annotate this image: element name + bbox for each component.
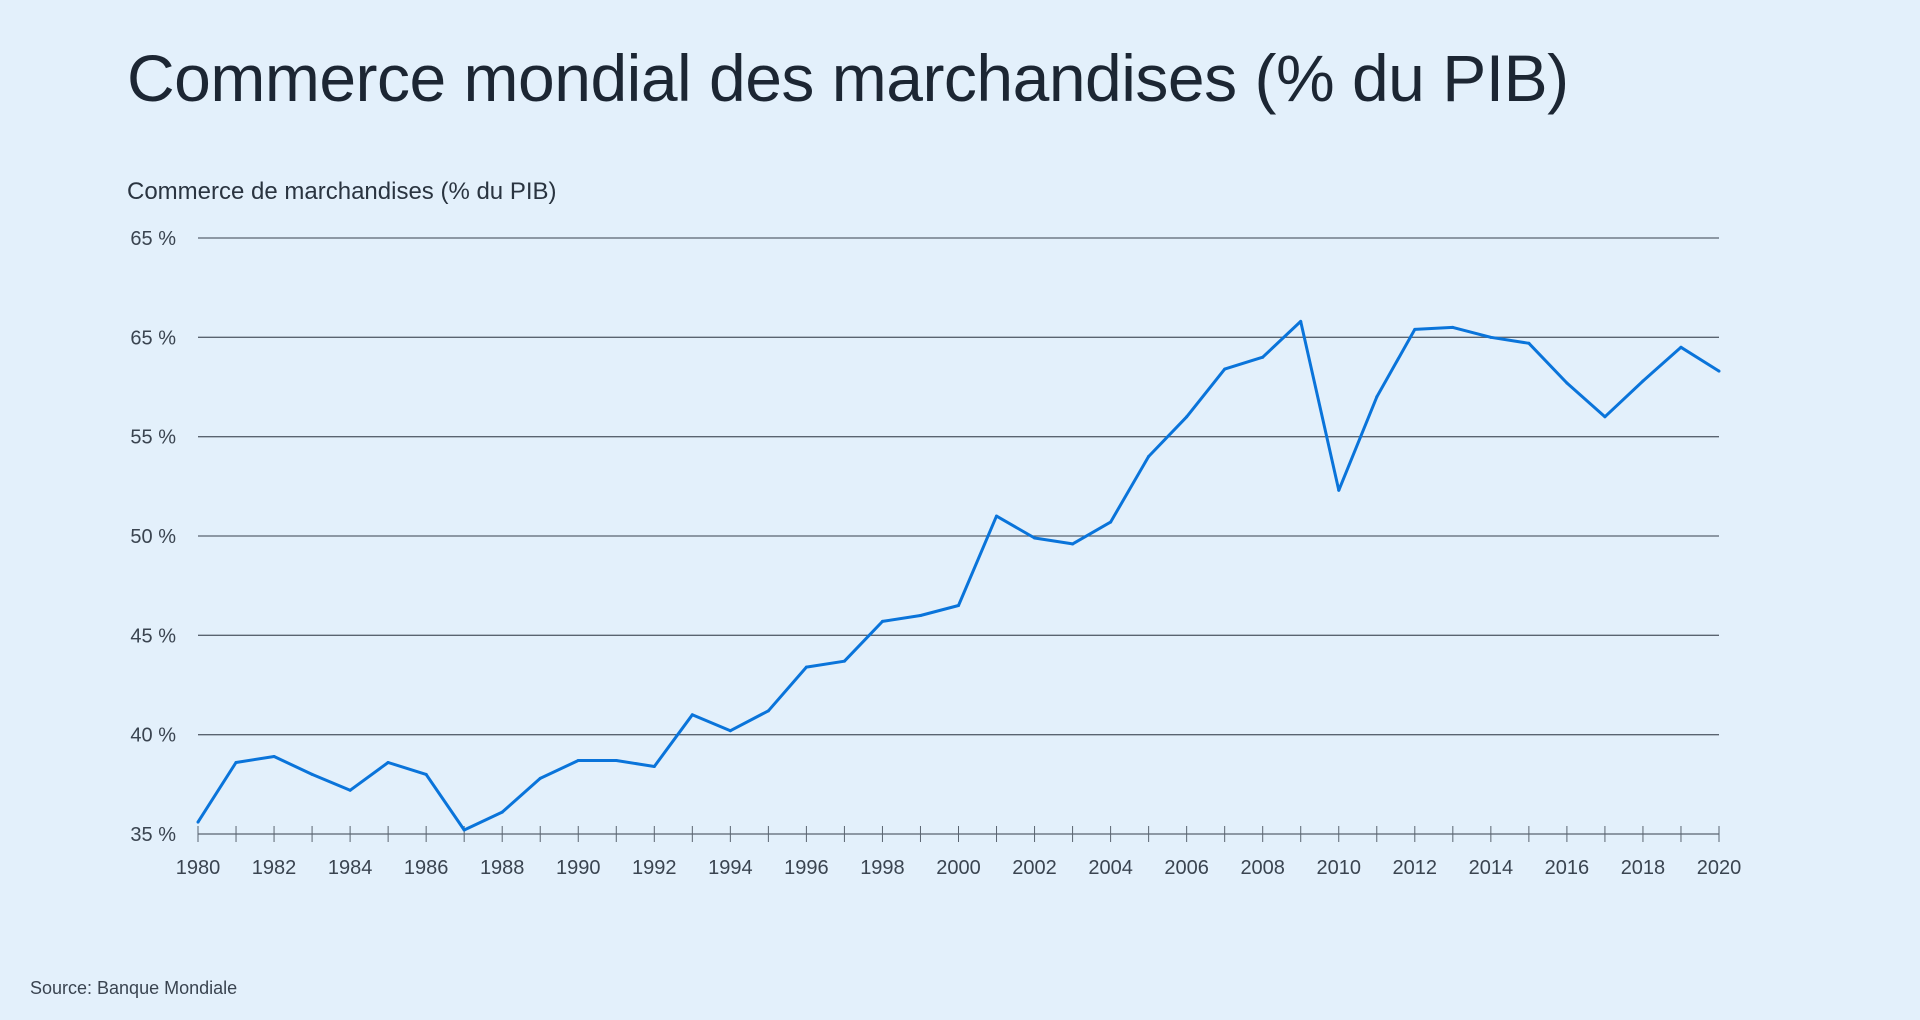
data-point	[1109, 520, 1113, 524]
x-tick-label: 2010	[1317, 857, 1362, 879]
data-point	[1147, 455, 1151, 459]
x-tick-label: 1990	[556, 857, 601, 879]
chart-title: Commerce mondial des marchandises (% du …	[127, 41, 1569, 115]
x-tick-label: 1996	[784, 857, 829, 879]
data-point	[842, 659, 846, 663]
x-tick-label: 2016	[1545, 857, 1590, 879]
y-tick-label: 55 %	[130, 427, 176, 449]
data-point	[234, 760, 238, 764]
data-point	[500, 810, 504, 814]
data-point	[1679, 345, 1683, 349]
data-point	[1185, 415, 1189, 419]
data-point	[1033, 536, 1037, 540]
data-point	[310, 772, 314, 776]
y-tick-label: 65 %	[130, 327, 176, 349]
x-tick-label: 2006	[1164, 857, 1209, 879]
data-point	[728, 729, 732, 733]
data-point	[1489, 335, 1493, 339]
data-point	[614, 758, 618, 762]
y-tick-label: 50 %	[130, 526, 176, 548]
y-tick-label: 45 %	[130, 625, 176, 647]
data-point	[918, 613, 922, 617]
data-point	[1527, 341, 1531, 345]
source-note: Source: Banque Mondiale	[30, 978, 238, 998]
series-line	[196, 319, 1720, 832]
y-tick-label: 35 %	[130, 824, 176, 846]
x-tick-label: 2000	[936, 857, 981, 879]
data-point	[272, 755, 276, 759]
data-point	[652, 764, 656, 768]
data-point	[348, 788, 352, 792]
data-point	[1413, 327, 1417, 331]
data-point	[1261, 355, 1265, 359]
x-tick-label: 2008	[1240, 857, 1285, 879]
data-point	[424, 772, 428, 776]
y-tick-label: 40 %	[130, 725, 176, 747]
data-point	[1565, 381, 1569, 385]
x-tick-label: 1992	[632, 857, 677, 879]
data-point	[1451, 325, 1455, 329]
data-point	[386, 760, 390, 764]
x-tick-label: 2004	[1088, 857, 1133, 879]
data-point	[1337, 488, 1341, 492]
x-tick-label: 2018	[1621, 857, 1666, 879]
data-point	[1717, 369, 1721, 373]
data-point	[766, 709, 770, 713]
data-point	[1603, 415, 1607, 419]
y-tick-label: 65 %	[130, 228, 176, 250]
x-tick-label: 2014	[1469, 857, 1514, 879]
x-tick-label: 1984	[328, 857, 373, 879]
data-point	[1641, 379, 1645, 383]
data-point	[462, 828, 466, 832]
x-tick-label: 1982	[252, 857, 297, 879]
x-tick-label: 2012	[1393, 857, 1438, 879]
data-point	[880, 619, 884, 623]
x-tick-label: 1980	[176, 857, 221, 879]
data-point	[1071, 542, 1075, 546]
x-tick-label: 1988	[480, 857, 525, 879]
data-point	[804, 665, 808, 669]
data-point	[995, 514, 999, 518]
x-tick-label: 2002	[1012, 857, 1057, 879]
data-point	[1299, 319, 1303, 323]
data-point	[196, 820, 200, 824]
data-point	[1375, 395, 1379, 399]
x-tick-label: 1998	[860, 857, 905, 879]
data-point	[538, 776, 542, 780]
x-tick-label: 1986	[404, 857, 449, 879]
x-tick-label: 1994	[708, 857, 753, 879]
data-point	[1223, 367, 1227, 371]
data-point	[957, 604, 960, 608]
data-point	[576, 758, 580, 762]
x-tick-label: 2020	[1697, 857, 1742, 879]
data-point	[690, 713, 694, 717]
y-axis-title: Commerce de marchandises (% du PIB)	[127, 178, 557, 205]
